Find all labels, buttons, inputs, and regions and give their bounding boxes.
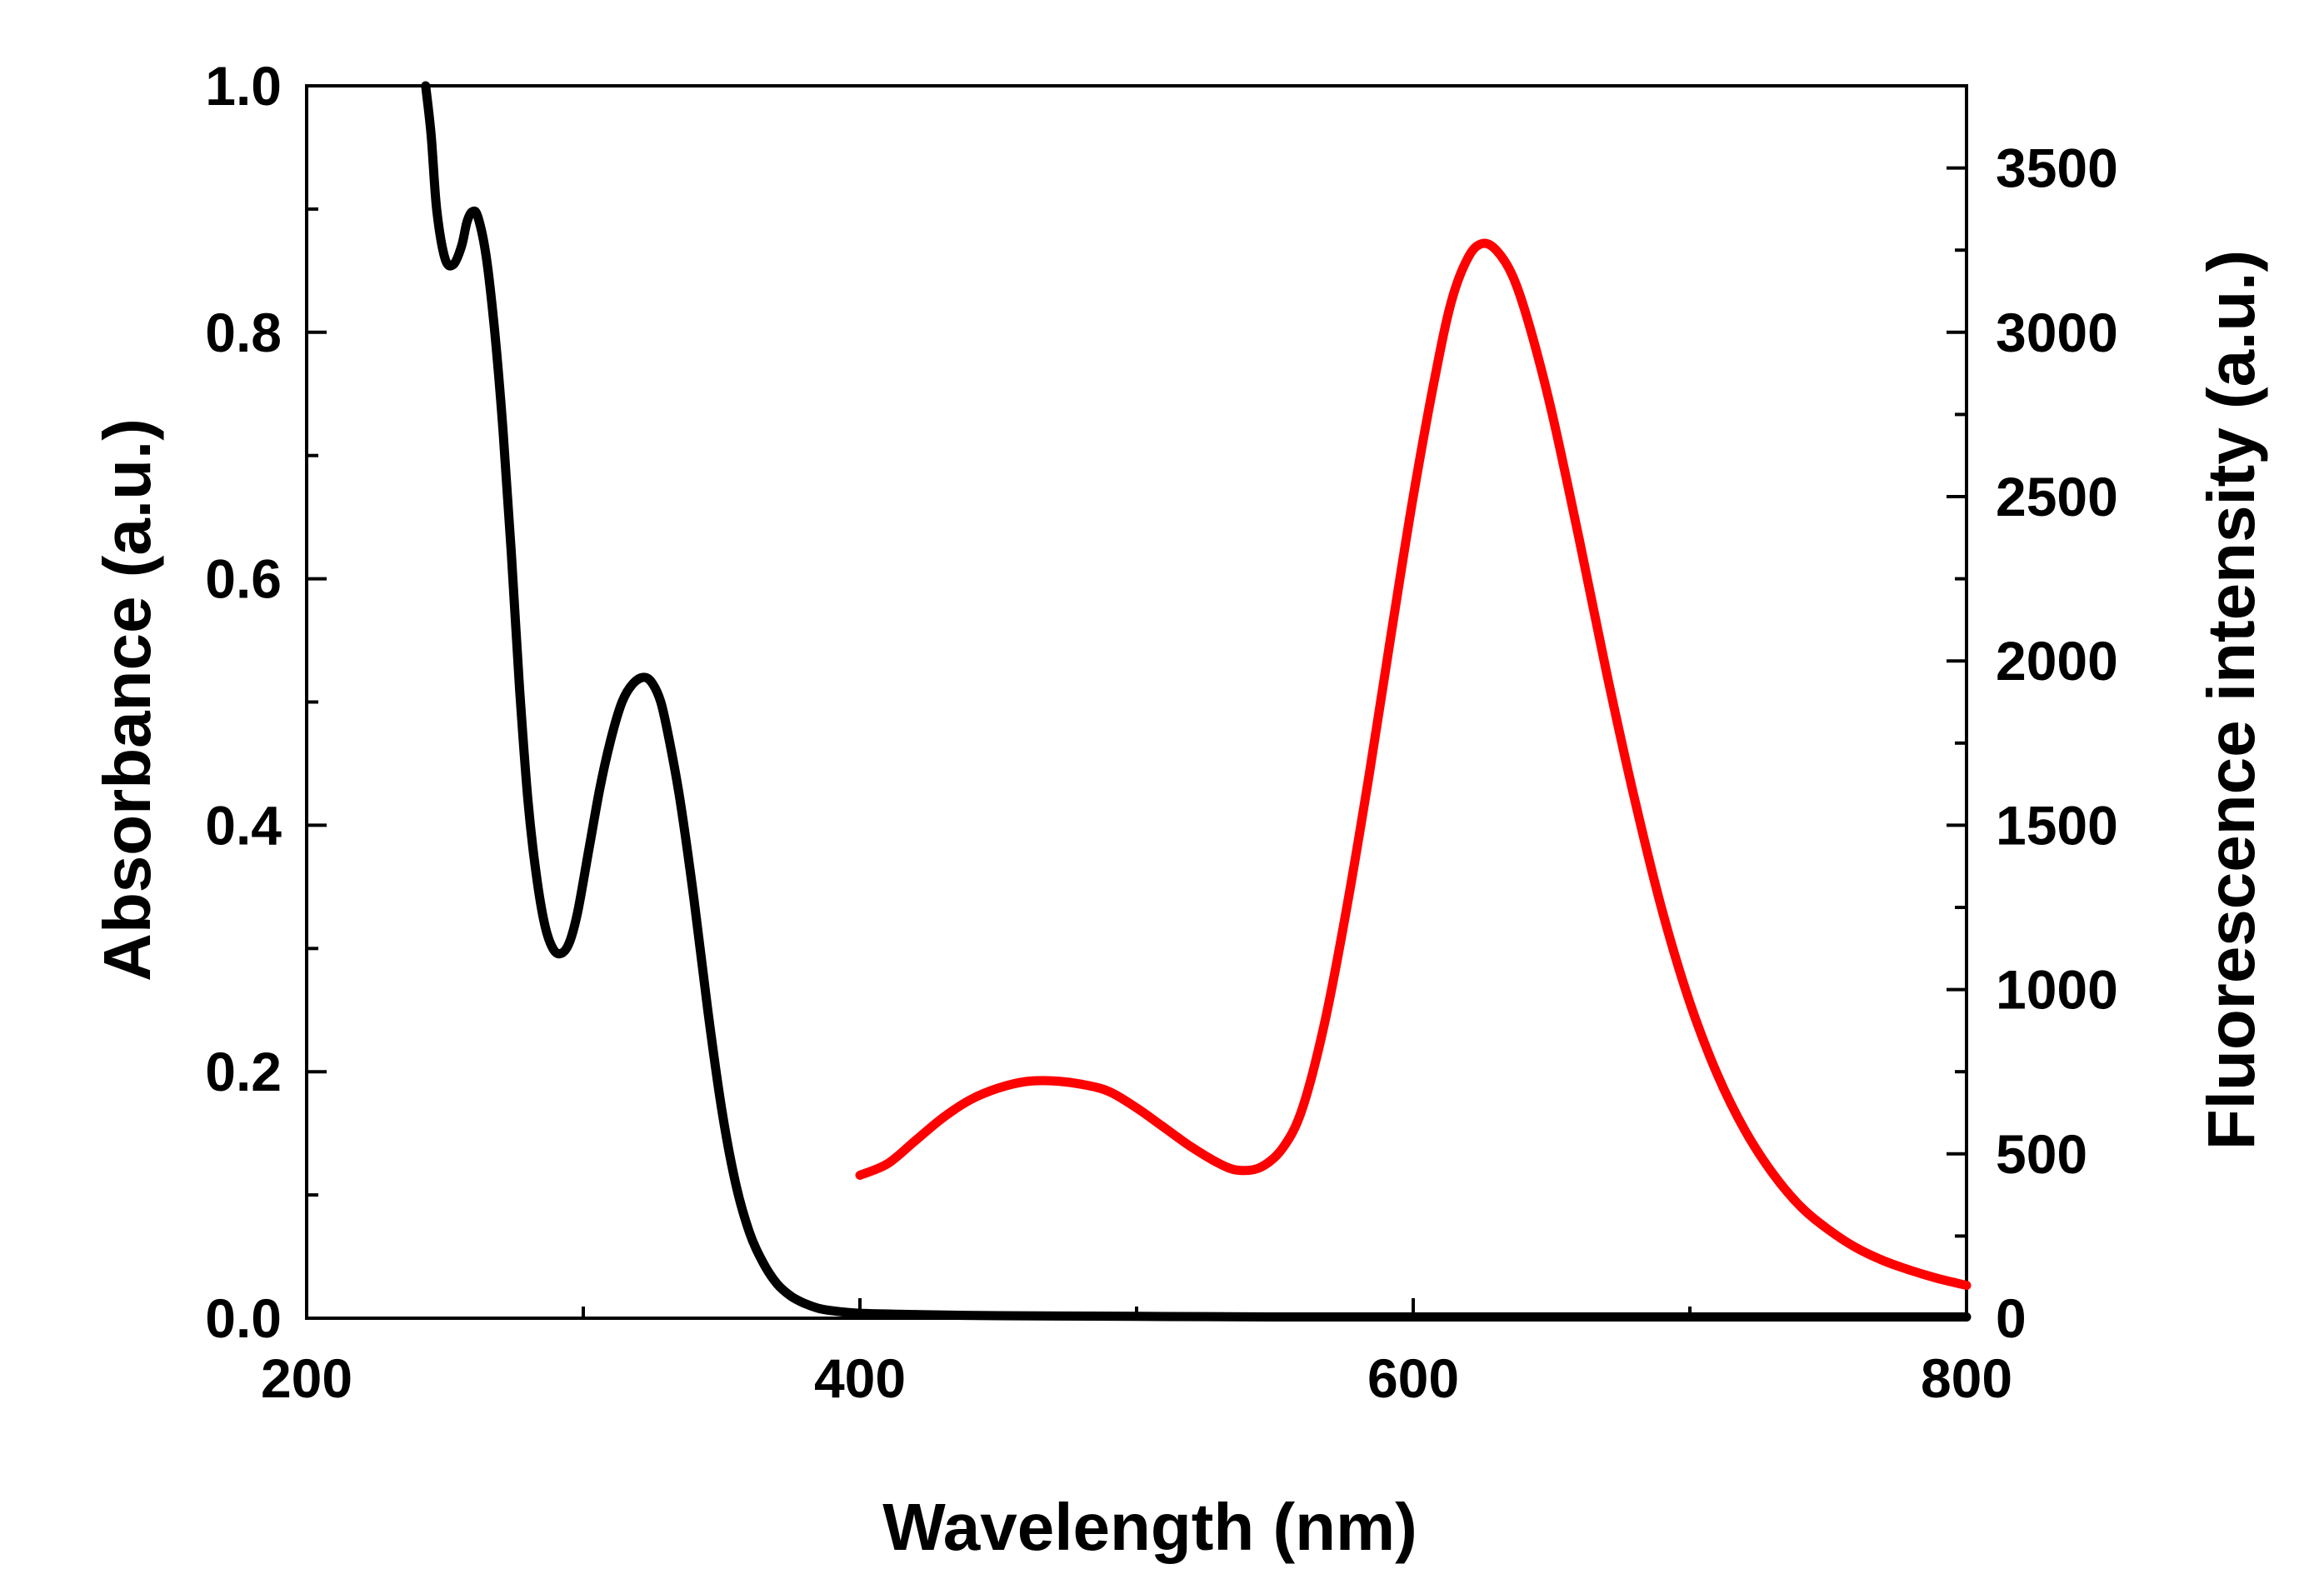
plot-border [305,84,1968,1320]
right-y-tick-label: 500 [1996,1123,2087,1185]
x-tick-label: 800 [1921,1347,2012,1409]
left-y-tick-label: 0.2 [205,1041,282,1102]
right-y-axis-ticks: 0 500 1000 1500 2000 2500 3000 3500 [1947,137,2118,1349]
right-y-axis-title: Fluorescence intensity (a.u.) [2194,250,2268,1150]
left-y-axis-title: Absorbance (a.u.) [90,418,164,982]
left-y-tick-label: 0.6 [205,548,282,610]
left-y-tick-label: 1.0 [205,55,282,117]
right-y-tick-label: 2500 [1996,466,2118,527]
series-layer [421,81,1972,1322]
x-tick-label: 400 [814,1347,906,1409]
plot-frame [305,84,1968,1320]
x-tick-label: 200 [261,1347,352,1409]
left-y-tick-label: 0.8 [205,302,282,363]
left-y-tick-label: 0.0 [205,1287,282,1349]
right-y-tick-label: 1500 [1996,794,2118,856]
x-tick-label: 600 [1367,1347,1459,1409]
x-axis-ticks: 200 400 600 800 [261,1298,2012,1409]
right-y-tick-label: 3000 [1996,302,2118,363]
left-y-axis-ticks: 0.0 0.2 0.4 0.6 0.8 1.0 [205,55,327,1349]
right-y-tick-label: 1000 [1996,959,2118,1021]
left-y-tick-label: 0.4 [205,794,282,856]
fluorescence-series-line [855,238,1972,1291]
right-y-tick-label: 2000 [1996,630,2118,692]
right-y-tick-label: 3500 [1996,137,2118,199]
x-axis-title: Wavelength (nm) [882,1490,1417,1564]
right-y-tick-label: 0 [1996,1287,2027,1349]
absorbance-series-line [421,81,1972,1322]
